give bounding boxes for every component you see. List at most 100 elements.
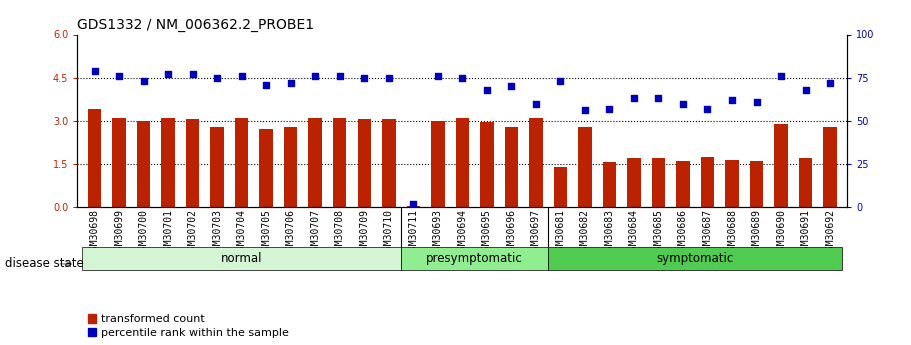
Point <box>553 78 568 84</box>
Text: GSM30685: GSM30685 <box>653 209 663 256</box>
Bar <box>260 129 273 207</box>
Text: GSM30701: GSM30701 <box>163 209 173 256</box>
Bar <box>431 121 445 207</box>
Text: GSM30684: GSM30684 <box>629 209 639 256</box>
Text: GSM30711: GSM30711 <box>408 209 418 256</box>
Point <box>283 80 298 86</box>
Bar <box>529 118 543 207</box>
Bar <box>333 118 346 207</box>
Text: GSM30695: GSM30695 <box>482 209 492 256</box>
Text: GSM30694: GSM30694 <box>457 209 467 256</box>
FancyBboxPatch shape <box>82 247 401 269</box>
FancyBboxPatch shape <box>401 247 548 269</box>
Text: GSM30688: GSM30688 <box>727 209 737 256</box>
Point <box>382 75 396 80</box>
Bar <box>774 124 788 207</box>
Point <box>406 201 421 206</box>
Bar <box>603 162 616 207</box>
Text: normal: normal <box>221 252 262 265</box>
Text: GSM30686: GSM30686 <box>678 209 688 256</box>
Point <box>87 68 102 73</box>
Text: presymptomatic: presymptomatic <box>426 252 523 265</box>
Point <box>185 71 200 77</box>
Text: GSM30697: GSM30697 <box>531 209 541 256</box>
Text: GSM30681: GSM30681 <box>556 209 566 256</box>
Point <box>504 83 518 89</box>
Text: GSM30709: GSM30709 <box>359 209 369 256</box>
Point <box>823 80 837 86</box>
Text: GSM30710: GSM30710 <box>384 209 394 256</box>
Text: GSM30702: GSM30702 <box>188 209 198 256</box>
Text: GSM30705: GSM30705 <box>261 209 271 256</box>
Point <box>528 101 543 106</box>
Bar <box>578 127 591 207</box>
FancyBboxPatch shape <box>548 247 843 269</box>
Point <box>333 73 347 79</box>
Text: GSM30693: GSM30693 <box>433 209 443 256</box>
Text: GDS1332 / NM_006362.2_PROBE1: GDS1332 / NM_006362.2_PROBE1 <box>77 18 314 32</box>
Text: GSM30703: GSM30703 <box>212 209 222 256</box>
Point <box>578 108 592 113</box>
Bar <box>284 127 298 207</box>
Bar <box>235 118 249 207</box>
Text: GSM30707: GSM30707 <box>311 209 321 256</box>
Bar <box>750 161 763 207</box>
Point <box>725 97 740 103</box>
Bar <box>161 118 175 207</box>
Text: GSM30700: GSM30700 <box>138 209 148 256</box>
Text: GSM30687: GSM30687 <box>702 209 712 256</box>
Bar <box>137 121 150 207</box>
Point <box>112 73 127 79</box>
Text: GSM30682: GSM30682 <box>580 209 590 256</box>
Point <box>234 73 249 79</box>
Bar <box>799 158 813 207</box>
Point <box>308 73 322 79</box>
Bar <box>651 158 665 207</box>
Bar <box>505 127 518 207</box>
Text: GSM30690: GSM30690 <box>776 209 786 256</box>
Point <box>137 78 151 84</box>
Bar <box>676 161 690 207</box>
Bar <box>824 127 837 207</box>
Point <box>798 87 813 92</box>
Bar <box>210 127 224 207</box>
Point <box>357 75 372 80</box>
Bar <box>186 119 200 207</box>
Text: symptomatic: symptomatic <box>657 252 734 265</box>
Text: GSM30708: GSM30708 <box>334 209 344 256</box>
Bar <box>406 206 420 207</box>
Bar <box>480 122 494 207</box>
Text: GSM30699: GSM30699 <box>114 209 124 256</box>
Point <box>651 96 666 101</box>
Point <box>701 106 715 111</box>
Bar <box>725 159 739 207</box>
Text: GSM30691: GSM30691 <box>801 209 811 256</box>
Point <box>455 75 470 80</box>
Bar <box>87 109 101 207</box>
Point <box>259 82 273 87</box>
Text: GSM30692: GSM30692 <box>825 209 835 256</box>
Bar <box>112 118 126 207</box>
Bar <box>309 118 322 207</box>
Text: GSM30683: GSM30683 <box>604 209 614 256</box>
Point <box>749 99 763 105</box>
Point <box>479 87 494 92</box>
Point <box>161 71 176 77</box>
Point <box>431 73 445 79</box>
Point <box>676 101 691 106</box>
Text: GSM30689: GSM30689 <box>752 209 762 256</box>
Text: GSM30706: GSM30706 <box>286 209 296 256</box>
Point <box>602 106 617 111</box>
Point <box>773 73 788 79</box>
Bar <box>554 167 568 207</box>
Legend: transformed count, percentile rank within the sample: transformed count, percentile rank withi… <box>87 314 289 338</box>
Bar <box>357 119 371 207</box>
Text: disease state: disease state <box>5 257 83 270</box>
Point <box>627 96 641 101</box>
Point <box>210 75 224 80</box>
Text: GSM30696: GSM30696 <box>507 209 517 256</box>
Text: GSM30698: GSM30698 <box>89 209 99 256</box>
Bar <box>456 118 469 207</box>
Bar <box>382 119 395 207</box>
Bar <box>627 158 640 207</box>
